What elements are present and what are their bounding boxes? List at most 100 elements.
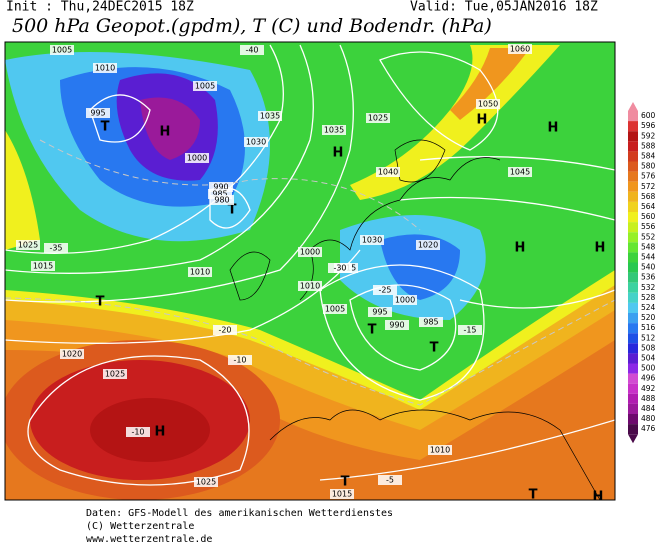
contour-label: 1035 [260,112,280,121]
contour-label: 1030 [246,138,266,147]
label-box [368,307,392,317]
label-box [188,267,212,277]
pressure-center: H [515,241,526,256]
label-box [373,285,397,295]
map-frame [4,41,616,501]
contour-label: -5 [386,476,394,485]
label-box [376,167,400,177]
label-box [258,111,282,121]
colorbar-swatch [628,262,638,273]
contour-label: 1015 [332,490,352,499]
colorbar-label: 556 [641,222,656,231]
colorbar-label: 528 [641,293,656,302]
colorbar-label: 576 [641,172,656,181]
label-box [298,247,322,257]
pressure-center: T [529,488,538,503]
colorbar-swatch [628,181,638,192]
init-time: Init : Thu,24DEC2015 18Z [6,0,194,15]
pressure-center: T [96,295,105,310]
colorbar-label: 476 [641,424,656,433]
colorbar-swatch [628,282,638,293]
colorbar-label: 508 [641,343,656,352]
label-box [323,304,347,314]
colorbar-label: 480 [641,414,656,423]
colorbar-arrow [628,102,638,111]
label-box [298,281,322,291]
label-box [193,81,217,91]
footer-line: (C) Wetterzentrale [86,521,194,532]
colorbar-swatch [628,201,638,212]
label-box [31,261,55,271]
colorbar-label: 540 [641,263,656,272]
colorbar-label: 504 [641,353,656,362]
colorbar-swatch [628,171,638,182]
contour-label: -40 [245,46,258,55]
colorbar-swatch [628,111,638,122]
pressure-center: H [548,121,559,136]
colorbar-label: 532 [641,283,656,292]
valid-time: Valid: Tue,05JAN2016 18Z [410,0,598,15]
label-box [228,355,252,365]
label-box [366,113,390,123]
label-box [416,240,440,250]
contour-label: 985 [423,318,438,327]
contour-label: 1025 [196,478,216,487]
label-box [103,369,127,379]
pressure-center: T [341,475,350,490]
colorbar-label: 596 [641,121,656,130]
label-box [213,325,237,335]
colorbar-label: 600 [641,111,656,120]
colorbar-swatch [628,141,638,152]
contour-label: 980 [214,196,229,205]
contour-label: 1010 [430,446,450,455]
colorbar-swatch [628,232,638,243]
colorbar-label: 488 [641,394,656,403]
colorbar-swatch [628,302,638,313]
contour-label: 1000 [395,296,415,305]
colorbar-swatch [628,272,638,283]
colorbar-label: 492 [641,384,656,393]
label-box [322,125,346,135]
contour-label: 1020 [418,241,438,250]
colorbar-swatch [628,424,638,435]
label-box [185,153,209,163]
pressure-center: H [593,490,604,505]
colorbar-swatch [628,252,638,263]
contour-label: 1000 [187,154,207,163]
contour-label: 990 [213,183,228,192]
colorbar-swatch [628,131,638,142]
colorbar-swatch [628,383,638,394]
colorbar-swatch [628,343,638,354]
label-box [50,45,74,55]
colorbar-label: 516 [641,323,656,332]
label-box [508,44,532,54]
contour-label: 1030 [362,236,382,245]
pressure-center: T [430,341,439,356]
contour-label: -10 [131,428,144,437]
label-box [328,263,352,273]
colorbar-swatch [628,403,638,414]
colorbar-swatch [628,242,638,253]
contour-label: 1025 [368,114,388,123]
label-box [378,475,402,485]
contour-label: 995 [90,109,105,118]
label-box [209,182,233,192]
contour-label: -20 [218,326,231,335]
colorbar-label: 544 [641,252,656,261]
contour-label: -35 [49,244,62,253]
colorbar-arrow [628,434,638,444]
pressure-center: H [155,425,166,440]
contour-label: 1035 [324,126,344,135]
label-box [240,45,264,55]
contour-label: 1015 [33,262,53,271]
colorbar-label: 524 [641,303,656,312]
colorbar-swatch [628,393,638,404]
label-box [208,189,232,199]
colorbar-label: 568 [641,192,656,201]
contour-label: -25 [378,286,391,295]
colorbar-label: 588 [641,141,656,150]
colorbar-swatch [628,313,638,324]
label-box [360,235,384,245]
colorbar-label: 536 [641,273,656,282]
